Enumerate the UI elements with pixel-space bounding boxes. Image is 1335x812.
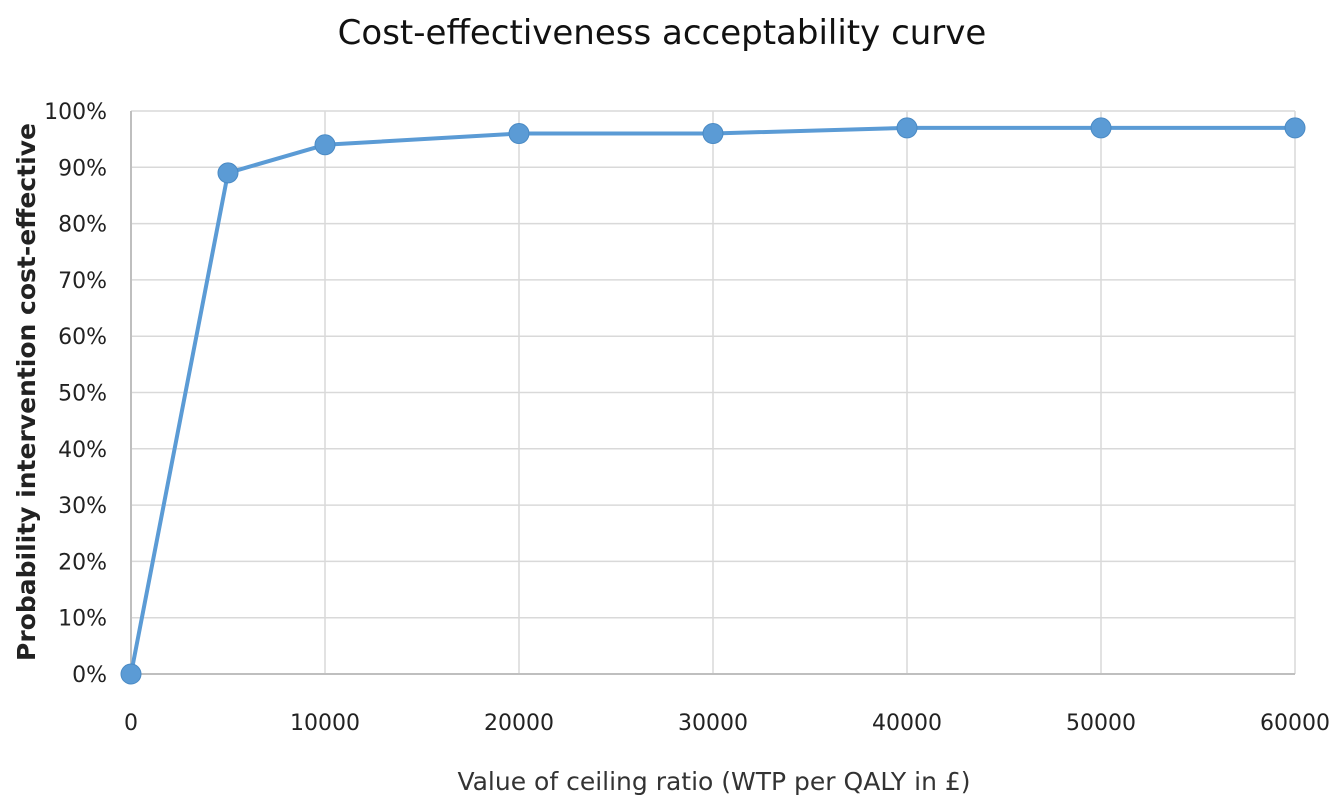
y-tick-label: 50%: [58, 382, 107, 407]
x-tick-label: 20000: [484, 711, 554, 736]
x-tick-label: 40000: [872, 711, 942, 736]
x-axis-label: Value of ceiling ratio (WTP per QALY in …: [457, 767, 970, 796]
y-tick-label: 100%: [44, 100, 107, 125]
chart-title: Cost-effectiveness acceptability curve: [338, 13, 987, 53]
y-tick-label: 0%: [72, 663, 107, 688]
tick-labels: 0% 10% 20% 30% 40% 50% 60% 70% 80% 90% 100% 0 10000 2…: [44, 100, 1330, 736]
y-tick-label: 30%: [58, 494, 107, 519]
data-point: [217, 162, 239, 184]
y-tick-label: 70%: [58, 269, 107, 294]
y-tick-label: 10%: [58, 607, 107, 632]
x-tick-label: 0: [124, 711, 138, 736]
y-tick-label: 40%: [58, 438, 107, 463]
series-polyline: [129, 125, 1297, 676]
data-point: [508, 123, 530, 145]
x-tick-label: 10000: [290, 711, 360, 736]
y-tick-label: 20%: [58, 550, 107, 575]
x-tick-label: 60000: [1260, 711, 1330, 736]
y-tick-label: 80%: [58, 213, 107, 238]
gridlines: [131, 110, 1296, 674]
y-axis-label: Probability intervention cost-effective: [12, 123, 41, 661]
data-point: [896, 117, 918, 139]
x-tick-label: 30000: [678, 711, 748, 736]
y-tick-label: 60%: [58, 325, 107, 350]
data-point: [1090, 117, 1112, 139]
data-point: [314, 134, 336, 156]
y-tick-label: 90%: [58, 156, 107, 181]
series-line: [120, 117, 1306, 685]
data-point: [1284, 117, 1306, 139]
data-point: [120, 663, 142, 685]
x-tick-label: 50000: [1066, 711, 1136, 736]
axes: [130, 111, 1295, 675]
data-point: [702, 123, 724, 145]
